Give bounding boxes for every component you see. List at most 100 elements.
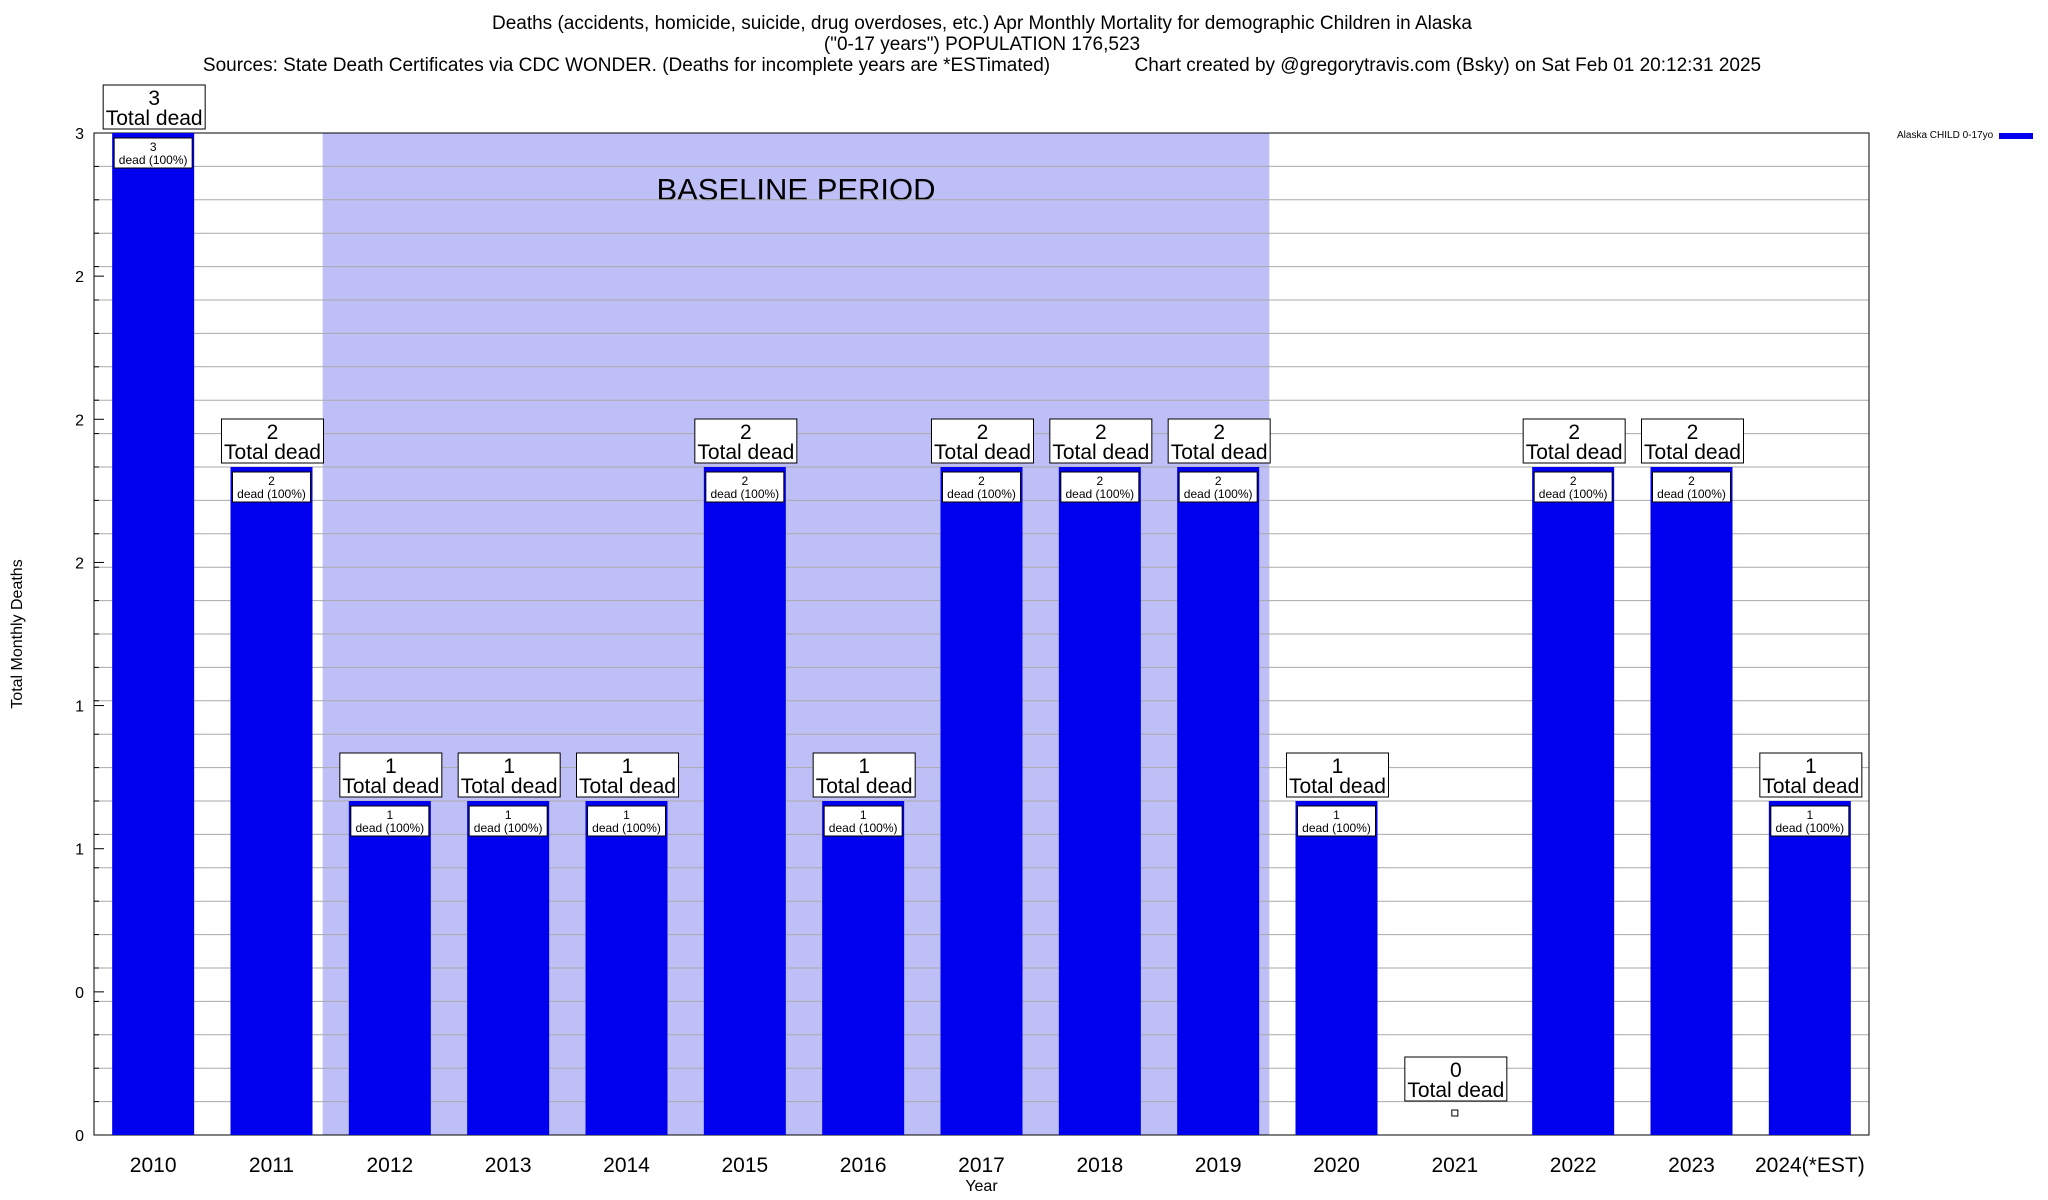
total-label-box bbox=[1286, 752, 1389, 798]
total-label-box bbox=[1404, 1056, 1508, 1102]
bar-inner-label: dead (100%) bbox=[829, 821, 898, 835]
bar bbox=[585, 801, 668, 1135]
total-label-box bbox=[102, 84, 206, 130]
x-tick-label: 2011 bbox=[249, 1154, 294, 1177]
bar-inner-label: dead (100%) bbox=[592, 821, 661, 835]
total-label: Total dead bbox=[1407, 1079, 1504, 1102]
bar-inner-label-box bbox=[1178, 471, 1258, 503]
x-tick-label: 2017 bbox=[958, 1154, 1005, 1177]
total-value: 0 bbox=[1450, 1059, 1462, 1082]
total-value: 1 bbox=[503, 755, 515, 778]
total-label: Total dead bbox=[224, 441, 321, 464]
total-value: 3 bbox=[148, 87, 160, 110]
y-tick-label: 0 bbox=[75, 985, 84, 1002]
x-tick-label: 2020 bbox=[1313, 1154, 1360, 1177]
y-tick-label: 2 bbox=[75, 269, 84, 286]
bar-inner-label-box bbox=[705, 471, 785, 503]
bar-inner-label: dead (100%) bbox=[237, 487, 306, 501]
y-tick-label: 1 bbox=[75, 842, 84, 859]
bar-inner-label-box bbox=[823, 805, 903, 837]
bar-inner-label: dead (100%) bbox=[474, 821, 543, 835]
y-tick-label: 2 bbox=[75, 412, 84, 429]
total-label-box bbox=[1641, 418, 1744, 464]
bar bbox=[1650, 467, 1733, 1135]
x-tick-label: 2024(*EST) bbox=[1755, 1154, 1865, 1177]
x-tick-label: 2014 bbox=[603, 1154, 650, 1177]
total-label-box bbox=[931, 418, 1034, 464]
total-value: 1 bbox=[622, 755, 634, 778]
total-label: Total dead bbox=[1052, 441, 1149, 464]
bar-inner-label-box bbox=[350, 805, 430, 837]
total-label-box bbox=[1167, 418, 1271, 464]
bar-inner-value: 2 bbox=[1215, 474, 1222, 488]
total-label: Total dead bbox=[1526, 441, 1623, 464]
x-tick-label: 2021 bbox=[1431, 1154, 1478, 1177]
bar-inner-label-box bbox=[1770, 805, 1850, 837]
total-value: 2 bbox=[1687, 421, 1699, 444]
total-label: Total dead bbox=[106, 107, 203, 130]
total-value: 2 bbox=[267, 421, 279, 444]
bar-inner-value: 1 bbox=[1806, 808, 1813, 822]
bar-inner-label-box bbox=[232, 471, 311, 503]
x-tick-label: 2015 bbox=[721, 1154, 768, 1177]
bar-inner-label-box bbox=[1652, 471, 1731, 503]
bar-inner-label: dead (100%) bbox=[947, 487, 1016, 501]
total-value: 2 bbox=[977, 421, 989, 444]
bar-inner-value: 1 bbox=[1333, 808, 1340, 822]
y-axis-title: Total Monthly Deaths bbox=[9, 559, 26, 708]
bar-inner-value: 1 bbox=[386, 808, 393, 822]
zero-marker bbox=[1451, 1109, 1459, 1117]
bar-inner-label: dead (100%) bbox=[1065, 487, 1134, 501]
chart-title: Deaths (accidents, homicide, suicide, dr… bbox=[491, 13, 1472, 34]
total-label: Total dead bbox=[1289, 775, 1386, 798]
y-tick-label: 3 bbox=[75, 126, 84, 143]
y-tick-label: 0 bbox=[75, 1128, 84, 1145]
bar-inner-value: 2 bbox=[1096, 474, 1103, 488]
bar bbox=[1295, 801, 1378, 1135]
bar-inner-label: dead (100%) bbox=[1657, 487, 1726, 501]
bar-inner-value: 2 bbox=[1570, 474, 1577, 488]
total-label: Total dead bbox=[342, 775, 439, 798]
bar-inner-label: dead (100%) bbox=[1539, 487, 1608, 501]
bar-inner-value: 2 bbox=[1688, 474, 1695, 488]
bar-inner-label: dead (100%) bbox=[1302, 821, 1371, 835]
total-value: 1 bbox=[1805, 755, 1817, 778]
bar-inner-value: 1 bbox=[623, 808, 630, 822]
total-label: Total dead bbox=[816, 775, 913, 798]
total-label: Total dead bbox=[934, 441, 1031, 464]
bar-inner-label: dead (100%) bbox=[355, 821, 424, 835]
bar-inner-label: dead (100%) bbox=[1184, 487, 1253, 501]
total-label-box bbox=[221, 418, 324, 464]
total-value: 2 bbox=[1568, 421, 1580, 444]
baseline-label: BASELINE PERIOD bbox=[656, 172, 935, 207]
legend: Alaska CHILD 0-17yo bbox=[1897, 130, 2034, 141]
total-value: 1 bbox=[1332, 755, 1344, 778]
bar-inner-value: 3 bbox=[150, 140, 157, 154]
total-label-box bbox=[457, 752, 561, 798]
bar bbox=[1177, 467, 1260, 1135]
bar-inner-value: 2 bbox=[978, 474, 985, 488]
bar-inner-label-box bbox=[1060, 471, 1140, 503]
bar bbox=[822, 801, 905, 1135]
legend-swatch bbox=[1999, 132, 2034, 139]
bar-inner-label: dead (100%) bbox=[710, 487, 779, 501]
bar-inner-label-box bbox=[587, 805, 666, 837]
total-label: Total dead bbox=[1644, 441, 1741, 464]
x-tick-label: 2022 bbox=[1550, 1154, 1597, 1177]
total-label-box bbox=[694, 418, 798, 464]
x-tick-label: 2010 bbox=[130, 1154, 177, 1177]
chart-subtitle: ("0-17 years") POPULATION 176,523 bbox=[823, 34, 1141, 55]
bar-inner-label-box bbox=[1297, 805, 1376, 837]
x-tick-label: 2018 bbox=[1076, 1154, 1123, 1177]
bar bbox=[1532, 467, 1615, 1135]
bar bbox=[467, 801, 550, 1135]
bar-inner-value: 1 bbox=[505, 808, 512, 822]
bar-inner-label: dead (100%) bbox=[119, 153, 188, 167]
chart-source-line: Sources: State Death Certificates via CD… bbox=[202, 55, 1762, 76]
bar-inner-label-box bbox=[942, 471, 1021, 503]
bar bbox=[1058, 467, 1141, 1135]
bar-inner-value: 1 bbox=[860, 808, 867, 822]
bar-inner-label-box bbox=[113, 137, 193, 169]
